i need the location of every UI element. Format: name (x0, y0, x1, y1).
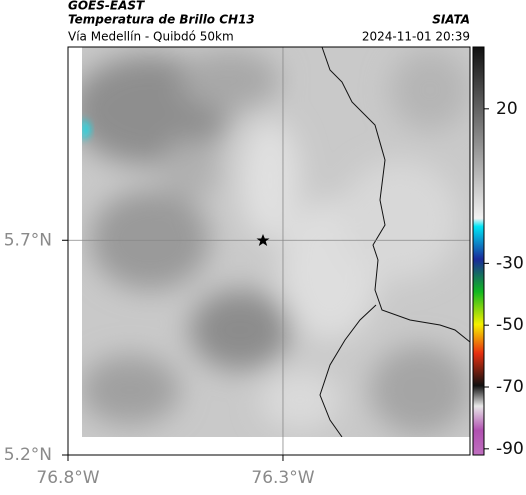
colorbar-tick-label: 20 (496, 99, 518, 119)
colorbar-tick-label: -30 (496, 253, 524, 273)
lon-tick-label: 76.3°W (251, 468, 314, 488)
map-frame (67, 46, 471, 456)
location-marker (256, 234, 270, 246)
satellite-image (82, 47, 470, 437)
lon-tick-label: 76.8°W (36, 468, 99, 488)
colorbar (472, 46, 485, 456)
lat-tick-label: 5.2°N (4, 445, 52, 465)
datetime: 2024-11-01 20:39 (362, 30, 470, 44)
satellite: GOES-EAST (68, 0, 145, 13)
product: Temperatura de Brillo CH13 (68, 13, 255, 27)
colorbar-tick-label: -70 (496, 377, 524, 397)
route: Vía Medellín - Quibdó 50km (68, 30, 234, 44)
colorbar-tick-label: -90 (496, 439, 524, 459)
lat-tick-label: 5.7°N (4, 230, 52, 250)
source: SIATA (432, 13, 470, 27)
colorbar-tick-label: -50 (496, 315, 524, 335)
